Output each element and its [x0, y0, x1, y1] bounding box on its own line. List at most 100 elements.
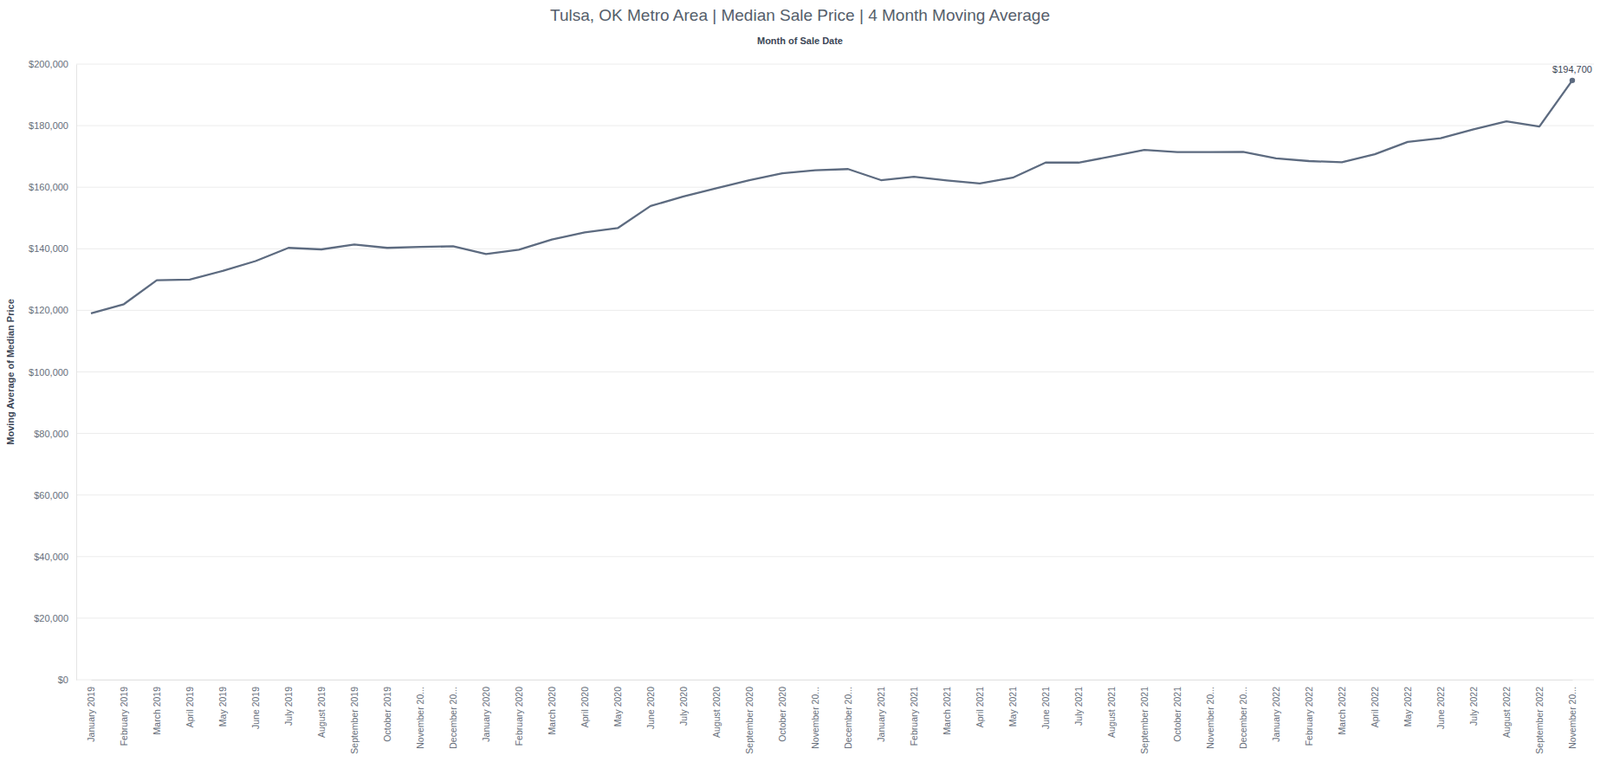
- grid-line: [76, 64, 1594, 65]
- x-tick: July 2022: [1468, 686, 1479, 726]
- x-tick-label: August 2020: [711, 686, 722, 739]
- x-tick: July 2019: [283, 686, 294, 726]
- y-tick: $160,000: [28, 181, 77, 193]
- x-tick: December 20...: [447, 686, 459, 750]
- x-tick-label: October 2019: [382, 686, 393, 743]
- y-tick: $180,000: [28, 120, 77, 131]
- x-tick-label: November 20...: [1567, 686, 1578, 750]
- x-tick-label: August 2021: [1106, 686, 1117, 739]
- x-tick-label: April 2021: [974, 686, 985, 728]
- x-tick-label: December 20...: [447, 686, 459, 750]
- y-tick: $200,000: [28, 58, 77, 70]
- x-tick-label: January 2022: [1270, 686, 1282, 743]
- x-tick: June 2022: [1435, 686, 1446, 730]
- x-tick-label: October 2020: [777, 686, 788, 743]
- x-tick-label: November 20...: [1204, 686, 1216, 750]
- x-tick: June 2021: [1040, 686, 1051, 730]
- x-tick: May 2020: [612, 686, 623, 727]
- x-tick: January 2022: [1270, 686, 1282, 743]
- x-tick-label: January 2019: [85, 686, 97, 743]
- y-tick-label: $0: [58, 674, 69, 686]
- grid-line: [76, 556, 1594, 558]
- x-tick-label: February 2021: [908, 686, 920, 746]
- title: Tulsa, OK Metro Area | Median Sale Price…: [550, 6, 1050, 25]
- y-axis: $0$20,000$40,000$60,000$80,000$100,000$1…: [28, 58, 77, 686]
- x-tick-label: June 2020: [645, 686, 656, 730]
- grid-line: [76, 433, 1594, 435]
- x-tick-label: April 2020: [579, 686, 590, 728]
- x-tick-label: May 2020: [612, 686, 623, 727]
- line: [90, 80, 1573, 314]
- x-tick-label: April 2022: [1369, 686, 1380, 728]
- y-tick-label: $200,000: [28, 58, 69, 70]
- point: [1569, 77, 1575, 84]
- y-tick: $100,000: [28, 367, 77, 378]
- y-axis-title: Moving Average of Median Price: [5, 298, 16, 446]
- x-tick-label: May 2022: [1402, 686, 1413, 727]
- y-tick: $120,000: [28, 304, 77, 316]
- x-tick: May 2021: [1007, 686, 1018, 727]
- x-tick-label: August 2019: [316, 686, 327, 739]
- x-tick-label: June 2021: [1040, 686, 1051, 730]
- x-tick: February 2021: [908, 686, 920, 746]
- x-tick-label: June 2019: [250, 686, 261, 730]
- x-tick: January 2019: [85, 686, 97, 743]
- x-tick: October 2020: [777, 686, 788, 743]
- y-axis-line: [76, 64, 78, 681]
- x-tick: August 2022: [1501, 686, 1512, 739]
- x-tick: November 20...: [809, 686, 821, 750]
- y-tick-label: $40,000: [33, 551, 69, 563]
- y-tick-label: $120,000: [28, 304, 69, 316]
- x-tick: December 20...: [842, 686, 854, 750]
- y-tick-label: $80,000: [33, 428, 69, 440]
- x-tick-label: May 2019: [217, 686, 228, 727]
- x-tick-label: November 20...: [414, 686, 426, 750]
- y-tick: $0: [58, 674, 77, 686]
- x-tick-label: May 2021: [1007, 686, 1018, 727]
- x-tick-label: February 2019: [118, 686, 130, 746]
- x-tick-label: July 2021: [1073, 686, 1084, 726]
- x-tick: November 20...: [414, 686, 426, 750]
- x-tick: September 2021: [1139, 686, 1150, 755]
- x-tick: April 2021: [974, 686, 985, 728]
- x-tick-label: June 2022: [1435, 686, 1446, 730]
- x-tick: June 2019: [250, 686, 261, 730]
- y-tick: $40,000: [33, 551, 77, 563]
- grid-line: [76, 187, 1594, 188]
- chart: Tulsa, OK Metro Area | Median Sale Price…: [0, 0, 1600, 775]
- x-tick: March 2021: [941, 686, 953, 736]
- x-tick: January 2020: [480, 686, 492, 743]
- data-label: $194,700: [1552, 64, 1593, 75]
- x-tick: April 2020: [579, 686, 590, 728]
- y-tick: $140,000: [28, 243, 77, 254]
- x-tick: February 2019: [118, 686, 130, 746]
- x-tick: October 2021: [1172, 686, 1183, 743]
- grid-line: [76, 617, 1594, 619]
- x-tick-label: April 2019: [184, 686, 195, 728]
- x-tick: May 2019: [217, 686, 228, 727]
- x-tick: December 20...: [1237, 686, 1249, 750]
- x-tick: April 2019: [184, 686, 195, 728]
- x-tick: October 2019: [382, 686, 393, 743]
- x-tick-label: November 20...: [809, 686, 821, 750]
- x-tick: March 2019: [151, 686, 162, 736]
- x-tick-label: July 2020: [678, 686, 689, 726]
- x-tick: February 2020: [513, 686, 525, 746]
- x-tick-label: February 2022: [1303, 686, 1315, 746]
- y-tick-label: $60,000: [33, 490, 69, 501]
- x-tick: September 2020: [744, 686, 755, 755]
- x-tick-label: March 2019: [151, 686, 162, 736]
- x-axis: January 2019 February 2019 March 2019 April…: [85, 680, 1578, 755]
- x-tick-label: March 2021: [941, 686, 953, 736]
- y-tick-label: $160,000: [28, 181, 69, 193]
- x-tick-label: September 2019: [349, 686, 360, 755]
- x-tick: September 2022: [1534, 686, 1545, 755]
- x-tick-label: July 2022: [1468, 686, 1479, 726]
- y-tick: $80,000: [33, 428, 77, 440]
- grid-line: [76, 125, 1594, 127]
- x-tick-label: September 2020: [744, 686, 755, 755]
- x-tick-label: January 2020: [480, 686, 492, 743]
- x-tick-label: August 2022: [1501, 686, 1512, 739]
- x-tick-label: March 2020: [546, 686, 558, 736]
- x-tick: January 2021: [875, 686, 887, 743]
